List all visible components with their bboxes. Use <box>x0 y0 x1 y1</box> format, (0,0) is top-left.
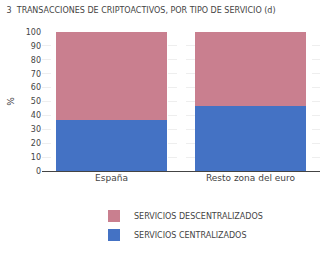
svg-text:70: 70 <box>31 70 41 79</box>
svg-text:10: 10 <box>31 153 41 162</box>
svg-text:España: España <box>95 173 128 183</box>
svg-text:80: 80 <box>31 56 41 65</box>
svg-text:60: 60 <box>31 83 41 92</box>
svg-text:50: 50 <box>31 97 41 106</box>
svg-text:Resto zona del euro: Resto zona del euro <box>206 173 296 183</box>
svg-text:40: 40 <box>31 111 41 120</box>
svg-text:30: 30 <box>31 125 41 134</box>
svg-text:0: 0 <box>36 167 41 176</box>
svg-text:100: 100 <box>26 28 41 37</box>
svg-text:90: 90 <box>31 42 41 51</box>
svg-text:3 TRANSACCIONES DE CRIPTOACTI: 3 TRANSACCIONES DE CRIPTOACTIVOS, POR TI… <box>7 6 276 15</box>
svg-text:20: 20 <box>31 139 41 148</box>
svg-text:SERVICIOS CENTRALIZADOS: SERVICIOS CENTRALIZADOS <box>134 231 246 240</box>
svg-text:%: % <box>6 97 16 106</box>
svg-text:SERVICIOS DESCENTRALIZADOS: SERVICIOS DESCENTRALIZADOS <box>134 212 263 221</box>
